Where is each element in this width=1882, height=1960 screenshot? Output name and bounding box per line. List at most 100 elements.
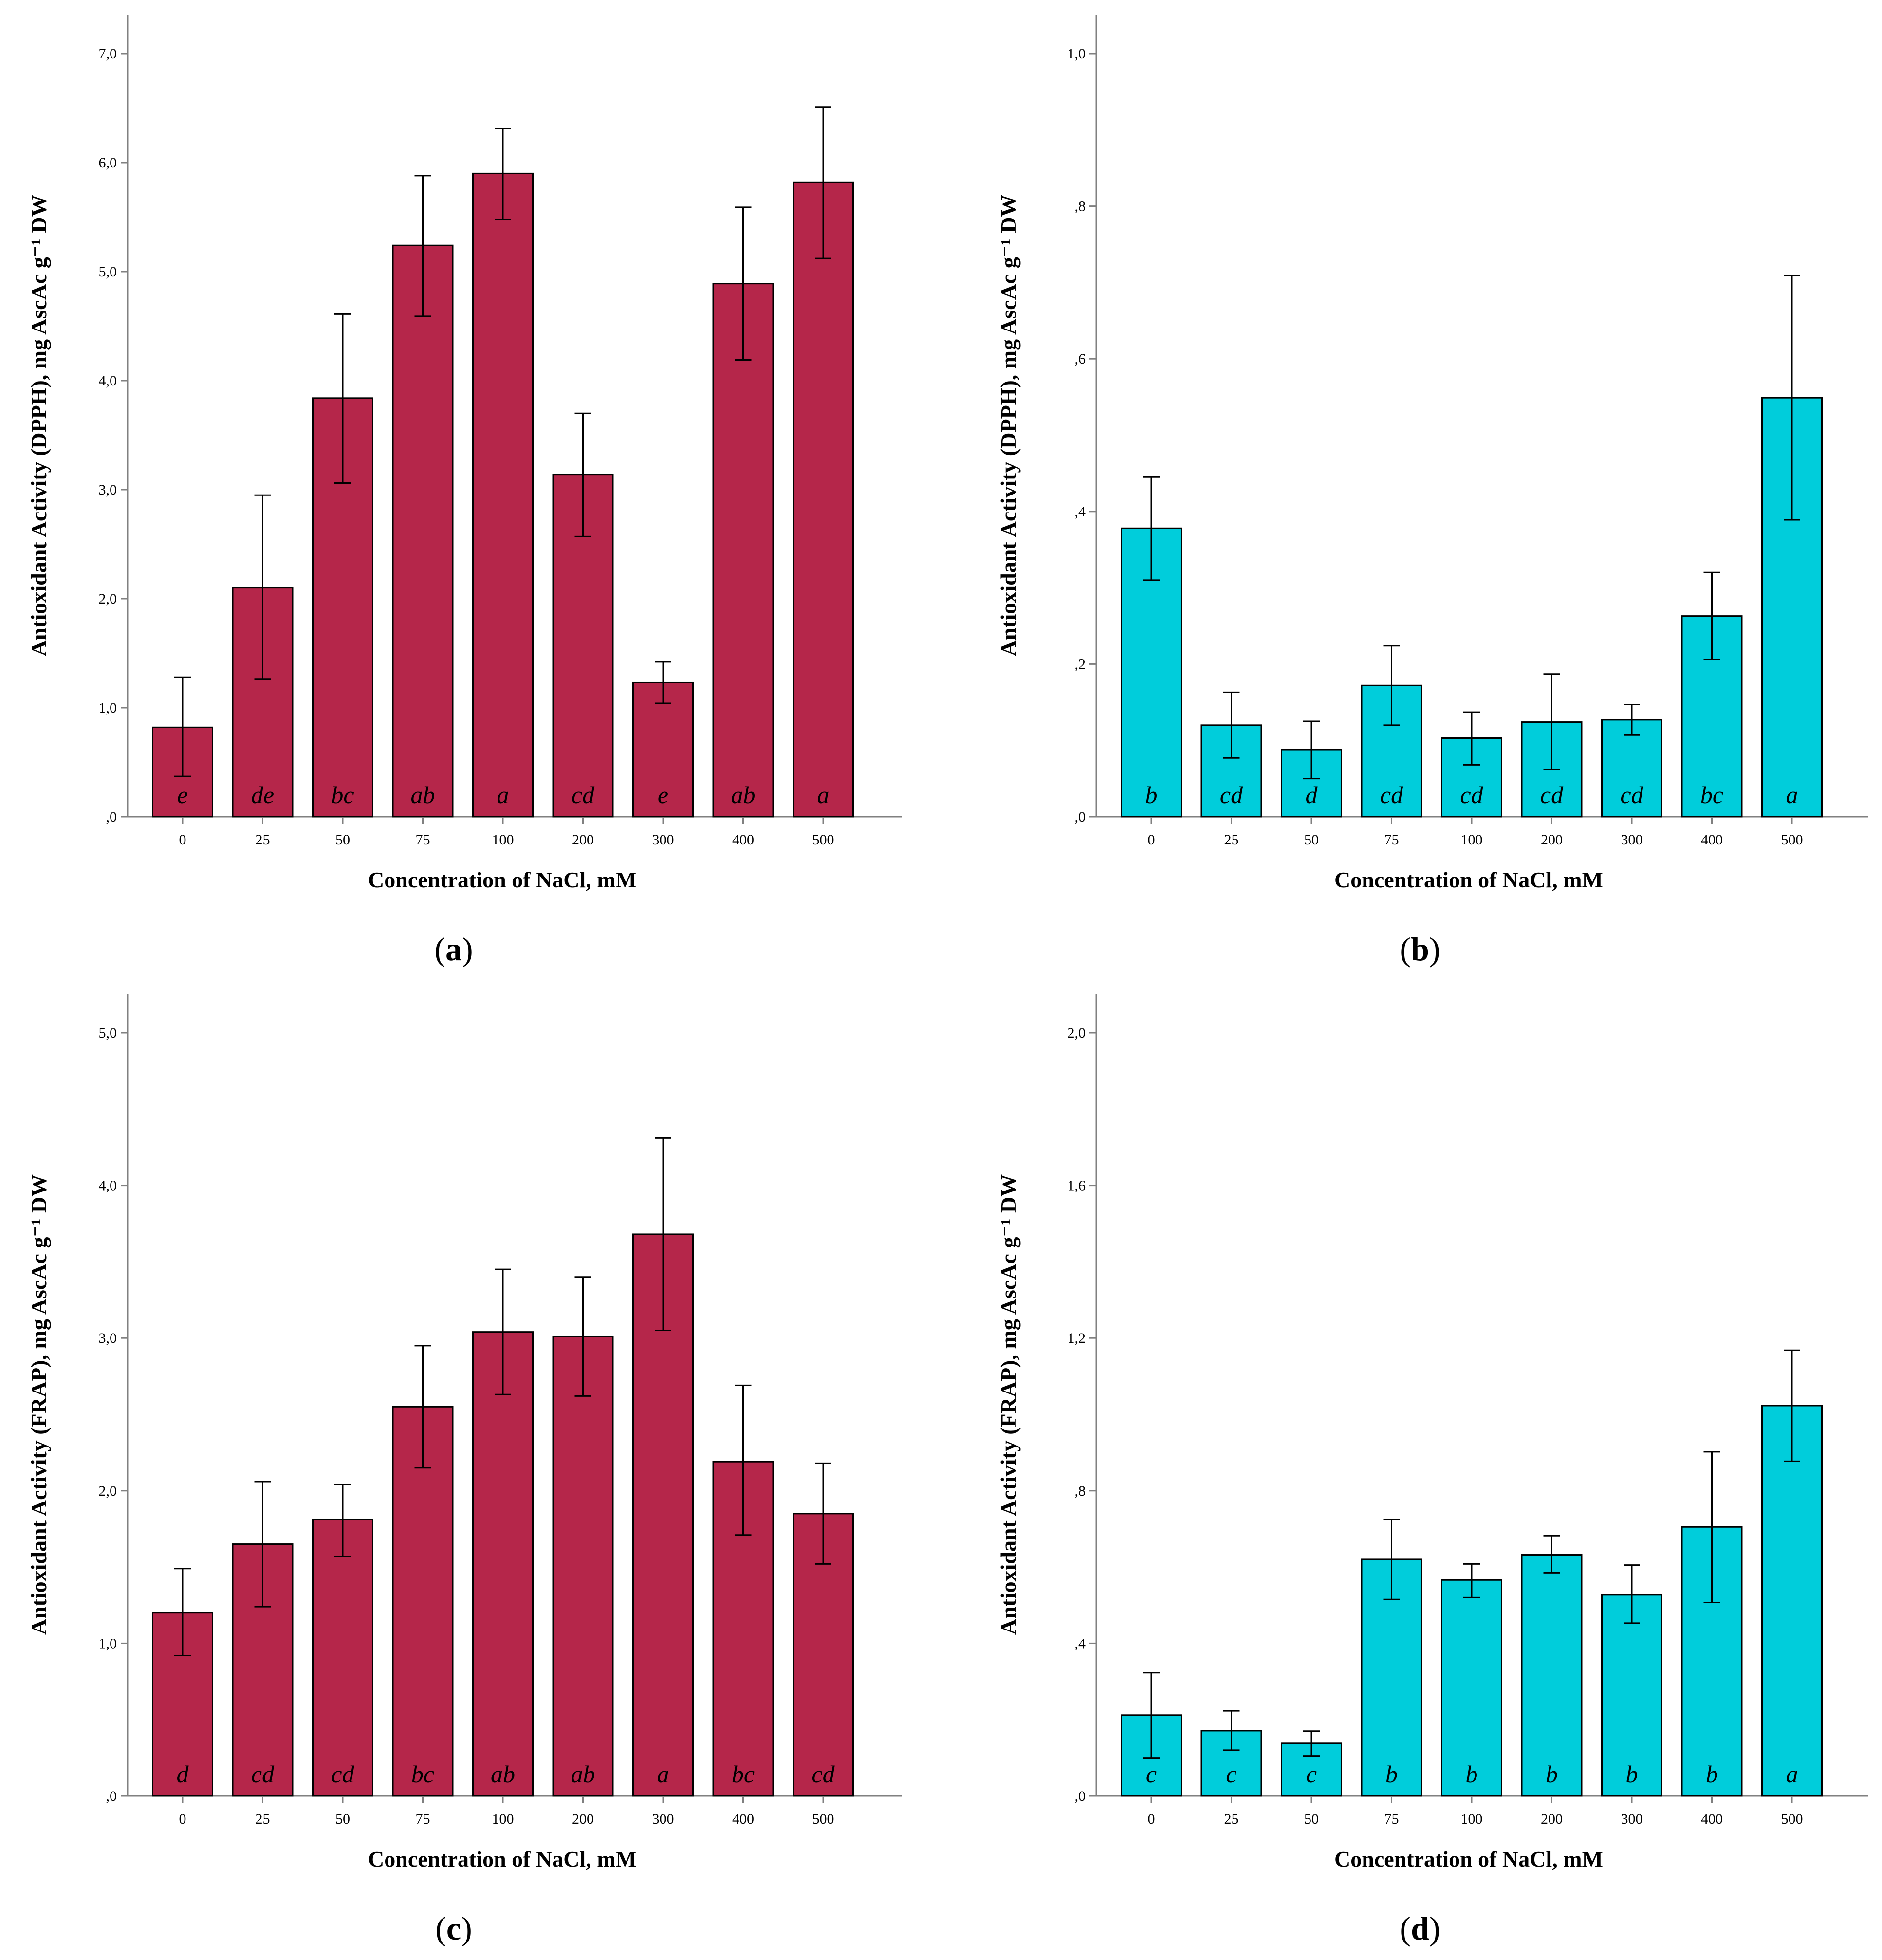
- significance-label: ab: [491, 1760, 515, 1788]
- panel-label-letter: b: [1411, 931, 1429, 968]
- panel-label-close: ): [462, 931, 473, 968]
- significance-label: a: [1786, 1760, 1798, 1788]
- significance-label: e: [658, 781, 668, 808]
- y-tick-label: ,4: [1075, 1635, 1086, 1651]
- panel-label-letter: a: [445, 931, 462, 968]
- x-tick-label: 0: [179, 1811, 186, 1827]
- y-tick-label: 5,0: [99, 1025, 117, 1041]
- significance-label: de: [251, 781, 274, 808]
- significance-label: bc: [331, 781, 354, 808]
- significance-label: b: [1626, 1760, 1638, 1788]
- x-axis-title: Concentration of NaCl, mM: [1334, 867, 1603, 892]
- significance-label: cd: [812, 1760, 835, 1788]
- bar: [1761, 1405, 1823, 1797]
- bar: [712, 283, 774, 818]
- x-tick-label: 50: [1304, 1811, 1319, 1827]
- significance-label: cd: [331, 1760, 354, 1788]
- panel-label-close: ): [461, 1910, 472, 1947]
- x-tick-label: 200: [1541, 832, 1563, 848]
- x-tick-label: 75: [1384, 832, 1399, 848]
- y-tick-label: 2,0: [99, 591, 117, 607]
- x-axis-title: Concentration of NaCl, mM: [1334, 1847, 1603, 1871]
- x-tick-label: 50: [335, 1811, 350, 1827]
- y-axis-title: Antioxidant Activity (FRAP), mg AscAc g⁻…: [26, 1174, 51, 1635]
- y-tick-label: ,0: [106, 809, 117, 825]
- x-tick-label: 400: [1701, 1811, 1723, 1827]
- y-tick-label: 1,6: [1068, 1178, 1086, 1194]
- panel-label-open: (: [1400, 931, 1411, 968]
- x-tick-label: 25: [1224, 1811, 1239, 1827]
- bar: [552, 1336, 614, 1797]
- y-tick-label: 2,0: [1068, 1025, 1086, 1041]
- significance-label: bc: [1700, 781, 1723, 808]
- x-tick-label: 0: [1148, 832, 1155, 848]
- significance-label: cd: [1620, 781, 1643, 808]
- panel-label: (c): [435, 1910, 472, 1947]
- significance-label: cd: [1220, 781, 1243, 808]
- significance-label: b: [1546, 1760, 1558, 1788]
- x-tick-label: 0: [1148, 1811, 1155, 1827]
- significance-label: ab: [731, 781, 756, 808]
- panel-label: (b): [1400, 931, 1440, 968]
- y-tick-label: ,0: [1075, 809, 1086, 825]
- significance-label: b: [1466, 1760, 1478, 1788]
- y-tick-label: 3,0: [99, 1330, 117, 1346]
- significance-label: c: [1226, 1760, 1236, 1788]
- y-tick-label: 1,0: [99, 1635, 117, 1651]
- x-tick-label: 50: [1304, 832, 1319, 848]
- x-tick-label: 100: [492, 832, 514, 848]
- significance-label: b: [1706, 1760, 1718, 1788]
- significance-label: cd: [251, 1760, 275, 1788]
- bar: [472, 172, 534, 818]
- y-tick-label: 4,0: [99, 1178, 117, 1194]
- significance-label: d: [177, 1760, 189, 1788]
- significance-label: a: [497, 781, 509, 808]
- x-tick-label: 25: [256, 1811, 270, 1827]
- x-tick-label: 75: [416, 832, 430, 848]
- x-tick-label: 500: [812, 1811, 834, 1827]
- y-tick-label: ,4: [1075, 504, 1086, 520]
- y-axis-title: Antioxidant Activity (DPPH), mg AscAc g⁻…: [996, 194, 1021, 656]
- x-tick-label: 100: [1461, 1811, 1483, 1827]
- significance-label: d: [1306, 781, 1318, 808]
- x-tick-label: 300: [1621, 832, 1643, 848]
- bar: [1601, 719, 1662, 818]
- y-tick-label: 1,0: [99, 700, 117, 716]
- panel-label-letter: c: [446, 1910, 461, 1947]
- x-tick-label: 200: [572, 832, 594, 848]
- y-tick-label: 3,0: [99, 482, 117, 498]
- significance-label: a: [817, 781, 830, 808]
- chart-panel-a: ,0 1,0 2,0 3,0 4,0 5,0 6,0 7,0 e 0 de 25 bc 50 ab 75 a 10…: [26, 15, 902, 968]
- bar: [1441, 1579, 1502, 1797]
- panel-label-open: (: [434, 931, 445, 968]
- y-tick-label: 2,0: [99, 1483, 117, 1499]
- significance-label: ab: [571, 1760, 595, 1788]
- y-tick-label: ,8: [1075, 199, 1086, 215]
- panel-label-close: ): [1429, 1910, 1440, 1947]
- significance-label: cd: [1540, 781, 1564, 808]
- significance-label: c: [1306, 1760, 1317, 1788]
- y-tick-label: 1,2: [1068, 1330, 1086, 1346]
- significance-label: cd: [1380, 781, 1403, 808]
- y-tick-label: 6,0: [99, 155, 117, 171]
- y-axis-title: Antioxidant Activity (DPPH), mg AscAc g⁻…: [26, 194, 51, 656]
- bar: [1521, 1554, 1583, 1797]
- significance-label: cd: [572, 781, 595, 808]
- significance-label: b: [1145, 781, 1158, 808]
- y-tick-label: 1,0: [1068, 46, 1086, 62]
- chart-panel-c: ,0 1,0 2,0 3,0 4,0 5,0 d 0 cd 25 cd 50 bc 75 ab 100 ab 20…: [26, 994, 902, 1947]
- x-tick-label: 200: [1541, 1811, 1563, 1827]
- bar: [312, 1519, 373, 1797]
- x-tick-label: 50: [335, 832, 350, 848]
- y-tick-label: ,0: [106, 1788, 117, 1804]
- significance-label: a: [657, 1760, 669, 1788]
- bar: [472, 1331, 534, 1797]
- significance-label: bc: [411, 1760, 434, 1788]
- x-tick-label: 25: [1224, 832, 1239, 848]
- x-tick-label: 400: [732, 1811, 754, 1827]
- chart-panel-b: ,0 ,2 ,4 ,6 ,8 1,0 b 0 cd 25 d 50 cd 75 cd 100 cd 200 cd 30…: [996, 15, 1868, 968]
- x-tick-label: 400: [1701, 832, 1723, 848]
- x-tick-label: 300: [652, 832, 674, 848]
- y-tick-label: 4,0: [99, 373, 117, 389]
